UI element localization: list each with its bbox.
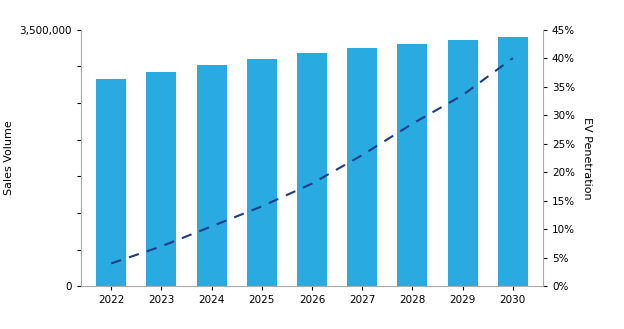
Bar bbox=[447, 40, 477, 286]
Bar bbox=[498, 37, 528, 286]
Text: e-LCV Market: LCV Total Sales and EV Penetration Forecast, Europe, 2020–2030: e-LCV Market: LCV Total Sales and EV Pen… bbox=[48, 9, 576, 22]
Bar bbox=[96, 80, 126, 286]
Y-axis label: EV Penetration: EV Penetration bbox=[582, 116, 592, 199]
Bar bbox=[347, 48, 378, 286]
Y-axis label: Sales Volume: Sales Volume bbox=[4, 120, 14, 195]
Bar bbox=[297, 53, 327, 286]
Bar bbox=[397, 43, 427, 286]
Bar bbox=[246, 59, 277, 286]
Bar bbox=[197, 65, 227, 286]
Bar bbox=[147, 72, 177, 286]
